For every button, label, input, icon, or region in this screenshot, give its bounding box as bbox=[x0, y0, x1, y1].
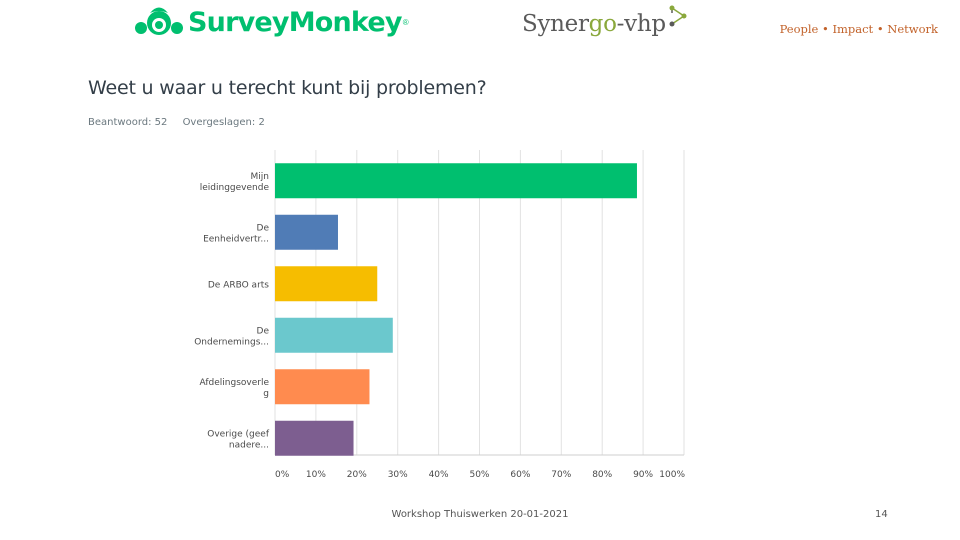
x-tick-label: 40% bbox=[429, 470, 449, 480]
category-label: leidinggevende bbox=[200, 183, 270, 193]
x-tick-label: 90% bbox=[633, 470, 653, 480]
synergo-wordmark-go: go bbox=[588, 11, 617, 37]
category-label: Eenheidvertr... bbox=[203, 234, 269, 244]
surveymonkey-wordmark: SurveyMonkey bbox=[188, 6, 402, 38]
category-label: Overige (geef bbox=[207, 429, 270, 439]
network-icon bbox=[669, 5, 687, 27]
x-tick-label: 60% bbox=[510, 470, 530, 480]
x-tick-label: 10% bbox=[306, 470, 326, 480]
category-label: nadere... bbox=[229, 440, 269, 450]
response-stats: Beantwoord: 52 Overgeslagen: 2 bbox=[88, 117, 277, 128]
question-title: Weet u waar u terecht kunt bij problemen… bbox=[88, 77, 487, 99]
bar bbox=[275, 317, 393, 353]
bar bbox=[275, 163, 637, 199]
x-tick-label: 70% bbox=[551, 470, 571, 480]
bar bbox=[275, 369, 370, 405]
bar bbox=[275, 266, 378, 302]
surveymonkey-logo: SurveyMonkey ® bbox=[134, 2, 409, 42]
x-tick-label: 0% bbox=[275, 470, 290, 480]
x-tick-label: 80% bbox=[592, 470, 612, 480]
synergo-wordmark-suffix: -vhp bbox=[616, 11, 666, 37]
tagline: People • Impact • Network bbox=[779, 22, 938, 36]
x-tick-label: 100% bbox=[659, 470, 685, 480]
category-label: Mijn bbox=[251, 172, 269, 182]
category-label: De ARBO arts bbox=[208, 280, 269, 290]
synergo-logo: Synergo-vhp bbox=[522, 4, 690, 44]
footer-text: Workshop Thuiswerken 20-01-2021 bbox=[391, 509, 569, 520]
x-tick-label: 30% bbox=[388, 470, 408, 480]
category-label: De bbox=[257, 326, 270, 336]
x-tick-label: 50% bbox=[469, 470, 489, 480]
monkey-icon bbox=[135, 7, 183, 35]
answered-count: Beantwoord: 52 bbox=[88, 117, 168, 128]
category-label: g bbox=[263, 389, 269, 399]
synergo-wordmark-main: Synergo bbox=[522, 11, 617, 37]
category-label: De bbox=[257, 223, 270, 233]
bar bbox=[275, 420, 354, 456]
x-tick-label: 20% bbox=[347, 470, 367, 480]
category-label: Ondernemings... bbox=[194, 337, 269, 347]
category-label: Afdelingsoverle bbox=[200, 378, 270, 388]
bar bbox=[275, 214, 338, 250]
skipped-count: Overgeslagen: 2 bbox=[182, 117, 265, 128]
page-number: 14 bbox=[875, 509, 888, 520]
synergo-wordmark: Synergo-vhp bbox=[522, 4, 666, 44]
registered-mark: ® bbox=[402, 17, 409, 27]
